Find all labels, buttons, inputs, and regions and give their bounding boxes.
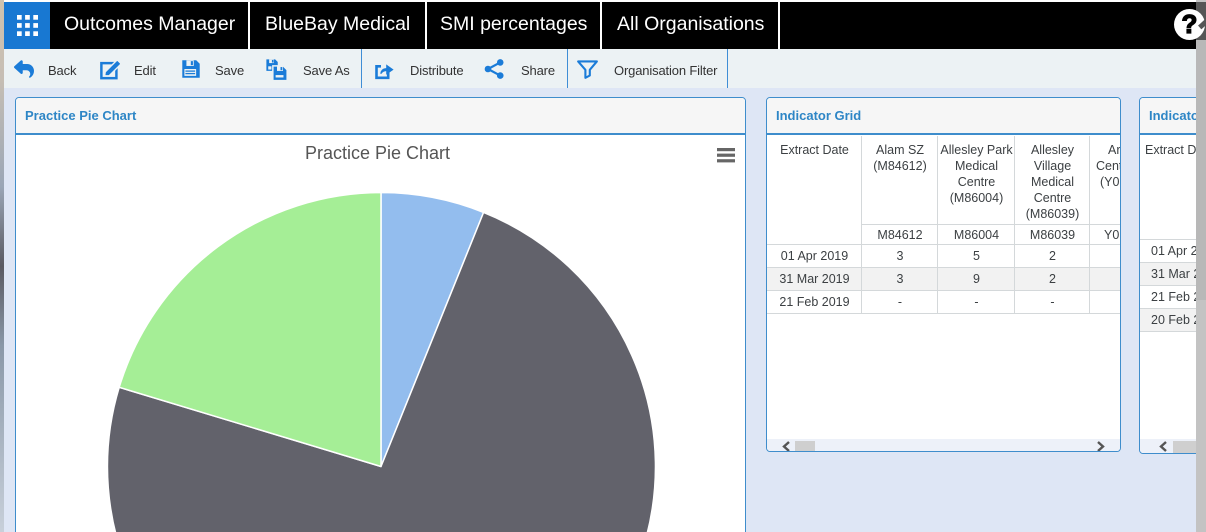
svg-text:?: ? <box>1181 9 1197 39</box>
